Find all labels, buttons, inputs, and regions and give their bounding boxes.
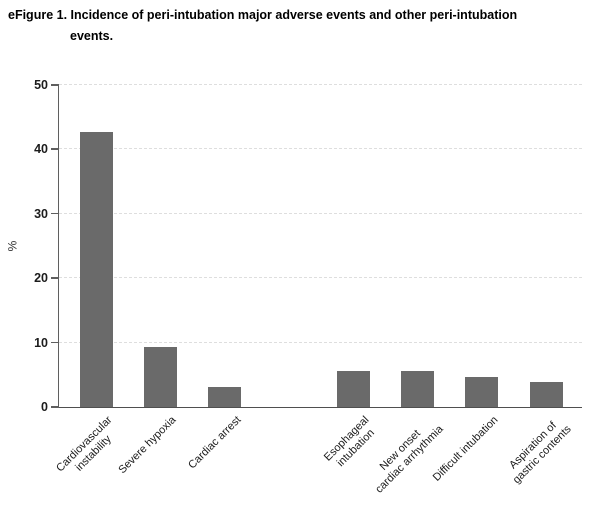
plot-area: % 0 10 20 30 40 50 Cardiovascular instability S…	[5, 78, 582, 495]
x-tick-label-7: Aspiration of gastric contents	[507, 419, 574, 486]
y-tick-label-20: 20	[34, 271, 48, 286]
y-tick-20	[51, 277, 59, 279]
bar-1	[79, 132, 113, 407]
gridline-30	[59, 212, 582, 214]
y-tick-10	[51, 341, 59, 344]
y-tick-label-40: 40	[34, 142, 48, 157]
y-tick-label-0: 0	[41, 400, 48, 414]
bar-7	[529, 381, 563, 407]
x-tick-label-4: Esophageal intubation	[322, 414, 377, 469]
gridline-20	[59, 277, 582, 279]
figure-title-line2: events.	[70, 29, 114, 43]
gridline-40	[59, 148, 582, 150]
gridline-50	[59, 84, 582, 85]
x-tick-label-3: Cardiac arrest	[185, 414, 244, 472]
bar-2	[143, 347, 177, 407]
x-tick-label-2: Severe hypoxia	[116, 414, 179, 477]
y-tick-40	[51, 148, 59, 150]
figure-title: eFigure 1. Incidence of peri-intubation …	[8, 5, 594, 47]
bar-5	[401, 370, 434, 407]
y-axis-title: %	[5, 240, 20, 252]
bar-6	[465, 376, 499, 407]
x-tick-label-1: Cardiovascular instability	[54, 414, 115, 475]
x-tick-label-6: Difficult intubation	[430, 414, 501, 484]
y-tick-label-10: 10	[34, 335, 48, 350]
y-tick-label-30: 30	[34, 206, 48, 221]
y-tick-0	[51, 406, 59, 408]
bar-3	[208, 387, 242, 407]
y-tick-50	[51, 84, 59, 86]
y-tick-label-50: 50	[34, 78, 48, 92]
bar-4	[336, 370, 370, 407]
figure-title-line1: eFigure 1. Incidence of peri-intubation …	[8, 8, 518, 22]
gridline-10	[59, 341, 582, 343]
y-tick-30	[51, 212, 59, 215]
